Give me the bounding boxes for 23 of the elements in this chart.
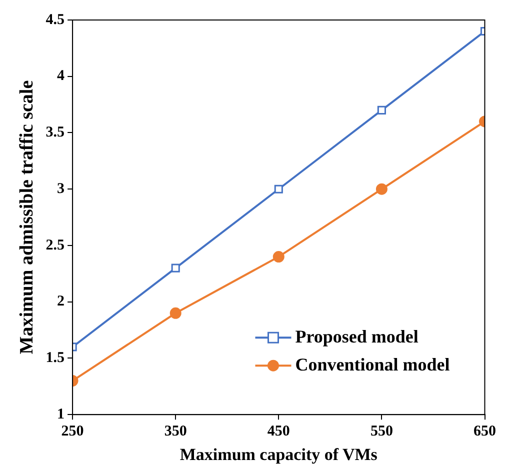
y-tick-label: 1.5 [46,350,65,366]
legend-label: Conventional model [295,354,450,374]
point [377,106,386,114]
x-tick-label: 550 [370,423,393,440]
y-tick-label: 2.5 [46,237,65,254]
x-tick-label: 350 [164,423,187,440]
point [171,264,180,272]
y-tick-label: 4.5 [46,12,65,28]
x-tick-label: 450 [267,423,290,440]
point [272,251,284,263]
point [274,184,283,194]
x-tick-label: 650 [474,423,496,440]
y-tick-label: 3.5 [46,124,65,141]
y-tick-label: 1 [57,406,65,422]
y-axis-title: Maximum admissible traffic scale [16,80,38,354]
point [376,183,388,195]
y-tick-label: 3 [57,180,65,197]
point [170,307,182,319]
y-tick-label: 4 [57,68,66,84]
x-axis-title: Maximum capacity of VMs [180,445,378,464]
legend-label: Proposed model [295,326,418,346]
x-tick-label: 250 [61,423,84,440]
y-tick-label: 2 [57,294,65,310]
